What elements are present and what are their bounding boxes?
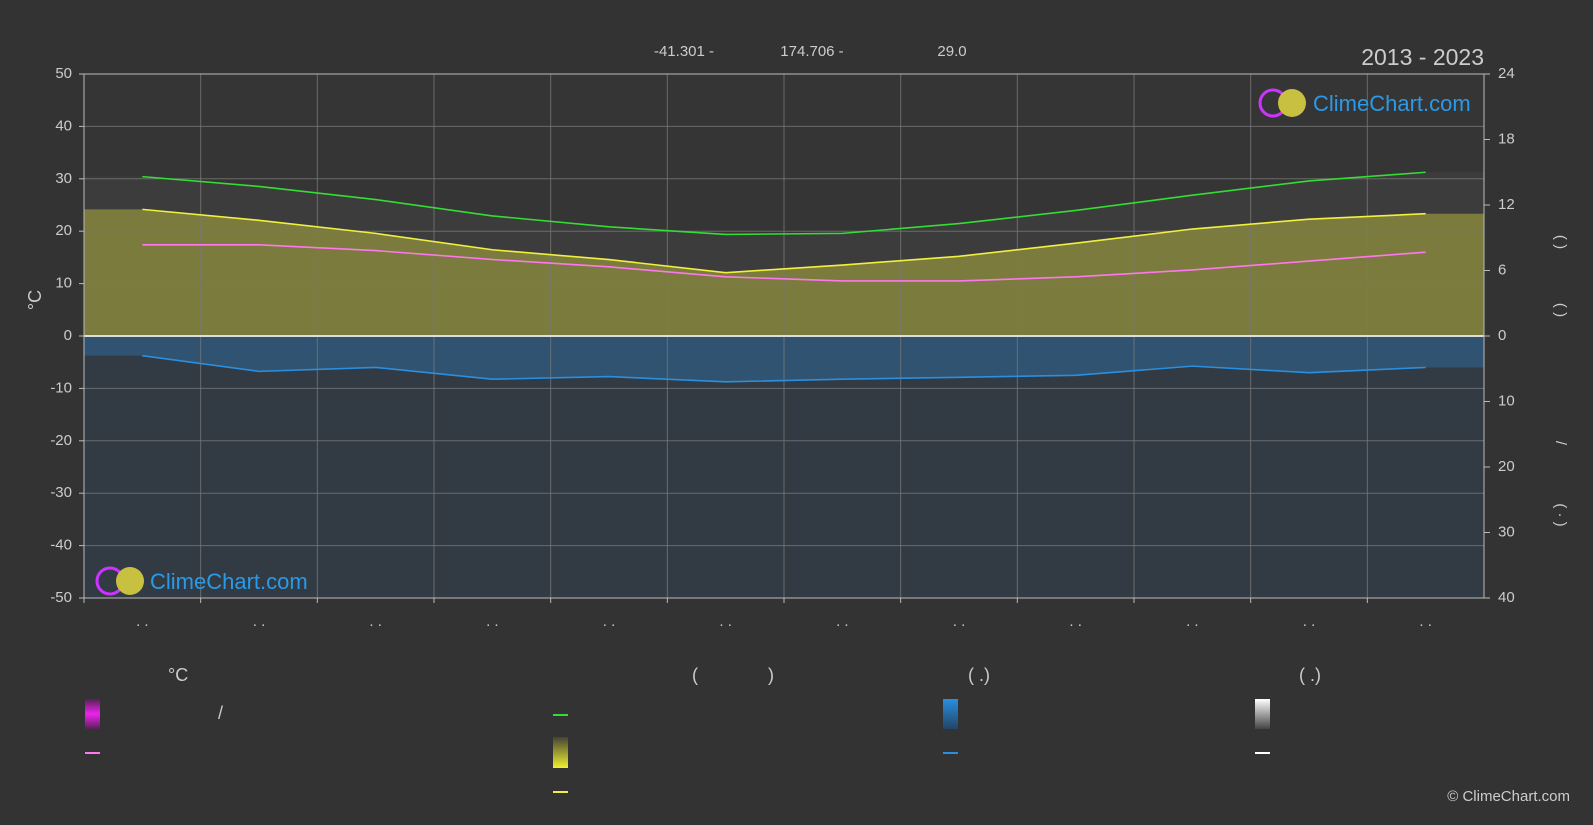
y-tick-label: -10 xyxy=(50,379,72,396)
y-tick-label: 30 xyxy=(55,170,72,187)
y3-tick-label: 20 xyxy=(1498,458,1515,475)
y3-tick-label: 40 xyxy=(1498,589,1515,606)
y2-axis-label: ( ) xyxy=(1552,235,1569,249)
x-tick-label: . . xyxy=(603,613,616,630)
y-tick-label: -20 xyxy=(50,432,72,449)
y3-axis-label: / xyxy=(1552,441,1569,446)
y-tick-label: 20 xyxy=(55,222,72,239)
logo-text: ClimeChart.com xyxy=(1313,91,1471,116)
longitude: 174.706 - xyxy=(780,43,843,60)
plot-area: 50 40 30 20 10 0 -10 -20 -30 -40 -50 0 6 12 18 24 10 20 30… xyxy=(50,65,1514,630)
y-tick-label: -40 xyxy=(50,537,72,554)
y2-tick-label: 18 xyxy=(1498,130,1515,147)
legend-swatch xyxy=(1255,699,1270,729)
y2-tick-label: 0 xyxy=(1498,327,1506,344)
legend-swatch xyxy=(553,737,568,768)
legend-label: / xyxy=(218,703,223,723)
legend-swatch xyxy=(85,699,100,729)
x-tick-label: . . xyxy=(369,613,382,630)
x-tick-label: . . xyxy=(1303,613,1316,630)
line xyxy=(142,171,1426,236)
legend-heading: ( .) xyxy=(968,665,990,685)
legend: °C ( ) ( .) ( .) / xyxy=(85,665,1321,793)
y-tick-label: 40 xyxy=(55,117,72,134)
copyright: © ClimeChart.com xyxy=(1447,788,1570,805)
y-tick-label: 10 xyxy=(55,275,72,292)
y2-tick-label: 12 xyxy=(1498,196,1515,213)
legend-heading: ( xyxy=(692,665,698,685)
latitude: -41.301 - xyxy=(654,43,714,60)
legend-swatch xyxy=(943,699,958,729)
x-tick-label: . . xyxy=(953,613,966,630)
logo: ClimeChart.com xyxy=(1258,88,1471,118)
y2-axis-label: ( ) xyxy=(1552,303,1569,317)
y2-tick-label: 24 xyxy=(1498,65,1515,82)
y-tick-label: -30 xyxy=(50,484,72,501)
y2-tick-label: 6 xyxy=(1498,261,1506,278)
x-tick-label: . . xyxy=(1069,613,1082,630)
x-tick-label: . . xyxy=(836,613,849,630)
line xyxy=(142,244,1426,282)
x-tick-label: . . xyxy=(719,613,732,630)
legend-heading: °C xyxy=(168,665,188,685)
y3-axis-label: ( · ) xyxy=(1552,503,1569,526)
chart-title: 2013 - 2023 xyxy=(1361,44,1484,70)
x-tick-label: . . xyxy=(1419,613,1432,630)
line xyxy=(142,208,1426,274)
elevation: 29.0 xyxy=(937,43,966,60)
x-tick-label: . . xyxy=(253,613,266,630)
logo-text: ClimeChart.com xyxy=(150,569,308,594)
y-tick-label: 50 xyxy=(55,65,72,82)
legend-heading: ) xyxy=(768,665,774,685)
line xyxy=(142,354,1426,383)
y-tick-label: -50 xyxy=(50,589,72,606)
y-tick-label: 0 xyxy=(64,327,72,344)
x-tick-label: . . xyxy=(1186,613,1199,630)
x-tick-label: . . xyxy=(486,613,499,630)
y3-tick-label: 30 xyxy=(1498,523,1515,540)
y-axis-label: °C xyxy=(25,290,45,310)
y3-tick-label: 10 xyxy=(1498,392,1515,409)
x-tick-label: . . xyxy=(136,613,149,630)
legend-heading: ( .) xyxy=(1299,665,1321,685)
logo: ClimeChart.com xyxy=(95,566,308,596)
